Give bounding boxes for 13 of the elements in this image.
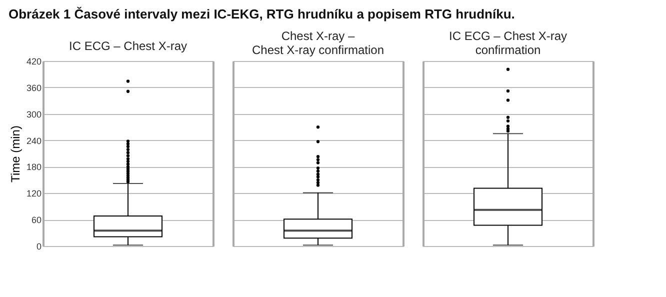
- y-tick-label: 360: [26, 82, 42, 93]
- y-axis-title: Time (min): [8, 126, 22, 182]
- x-tick-label: IC ECG – Chest X-ray confirmation: [448, 29, 568, 57]
- text: Obrázek 1 Časové intervaly mezi IC-EKG, RTG hrudníku a popisem RTG hrudníku.: [8, 6, 515, 22]
- x-tick-label: Chest X-ray – Chest X-ray confirmation: [252, 29, 384, 57]
- y-tick-label: 240: [26, 136, 42, 146]
- y-tick-label: 180: [26, 162, 42, 172]
- y-tick-label: 300: [26, 109, 42, 120]
- y-tick-label: 120: [26, 188, 42, 199]
- y-tick-label: 0: [36, 242, 42, 252]
- x-tick-label: IC ECG – Chest X-ray: [68, 39, 188, 53]
- y-tick-label: 420: [26, 56, 42, 66]
- y-tick-label: 60: [31, 215, 42, 226]
